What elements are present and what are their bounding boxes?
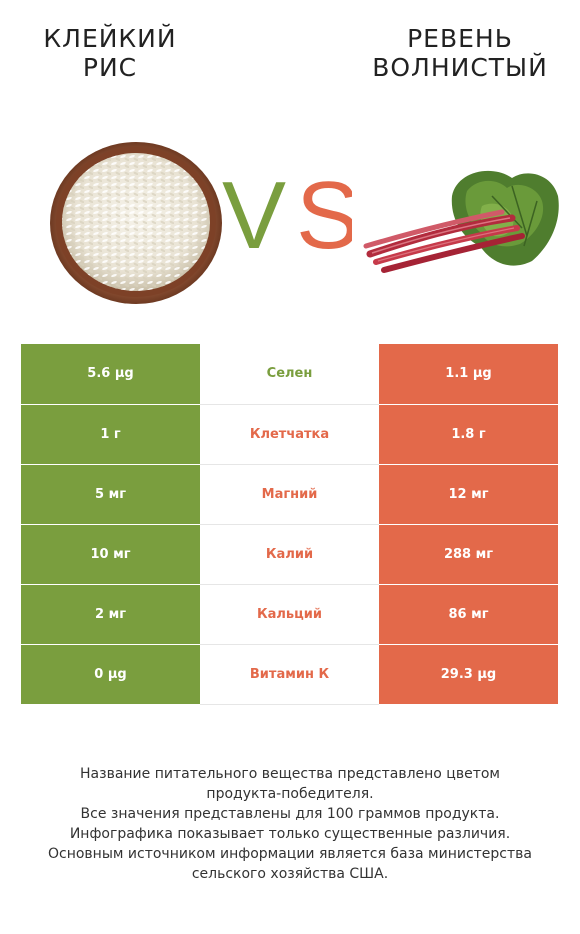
comparison-table: 5.6 µg Селен 1.1 µg 1 г Клетчатка 1.8 г … [21, 344, 558, 705]
right-value: 86 мг [379, 584, 558, 645]
right-value: 288 мг [379, 524, 558, 585]
table-row: 10 мг Калий 288 мг [21, 524, 558, 585]
nutrient-label: Магний [200, 464, 379, 525]
table-row: 5 мг Магний 12 мг [21, 464, 558, 525]
nutrient-label: Витамин К [200, 644, 379, 705]
nutrient-label: Калий [200, 524, 379, 585]
vs-mark: V S [222, 168, 352, 258]
left-value: 0 µg [21, 644, 200, 704]
left-food-title-line1: Клейкий [43, 24, 177, 53]
nutrient-label: Кальций [200, 584, 379, 645]
table-row: 5.6 µg Селен 1.1 µg [21, 344, 558, 405]
footer-notes: Название питательного вещества представл… [10, 764, 570, 884]
footer-line: сельского хозяйства США. [191, 866, 389, 882]
footer-line: продукта-победителя. [206, 786, 374, 802]
left-value: 5 мг [21, 464, 200, 525]
left-value: 10 мг [21, 524, 200, 585]
vs-s-letter: S [296, 168, 352, 258]
footer-line: Основным источником информации является … [48, 846, 532, 862]
rhubarb-image [363, 170, 559, 273]
footer-line: Название питательного вещества представл… [80, 766, 500, 782]
right-food-title-line2: волнистый [372, 53, 548, 82]
left-value: 2 мг [21, 584, 200, 645]
left-value: 5.6 µg [21, 344, 200, 405]
right-value: 1.1 µg [379, 344, 558, 405]
table-row: 0 µg Витамин К 29.3 µg [21, 644, 558, 705]
right-food-title: Ревень волнистый [360, 24, 560, 82]
right-value: 29.3 µg [379, 644, 558, 704]
left-value: 1 г [21, 404, 200, 465]
right-value: 1.8 г [379, 404, 558, 465]
table-row: 2 мг Кальций 86 мг [21, 584, 558, 645]
footer-line: Инфографика показывает только существенн… [69, 826, 511, 842]
right-value: 12 мг [379, 464, 558, 525]
right-food-title-line1: Ревень [407, 24, 513, 53]
vs-v-letter: V [222, 168, 286, 258]
nutrient-label: Селен [200, 344, 379, 405]
left-food-title: Клейкий рис [20, 24, 200, 82]
left-food-title-line2: рис [82, 53, 138, 82]
table-row: 1 г Клетчатка 1.8 г [21, 404, 558, 465]
rice-bowl-image [50, 142, 222, 304]
nutrient-label: Клетчатка [200, 404, 379, 465]
footer-line: Все значения представлены для 100 граммо… [80, 806, 500, 822]
